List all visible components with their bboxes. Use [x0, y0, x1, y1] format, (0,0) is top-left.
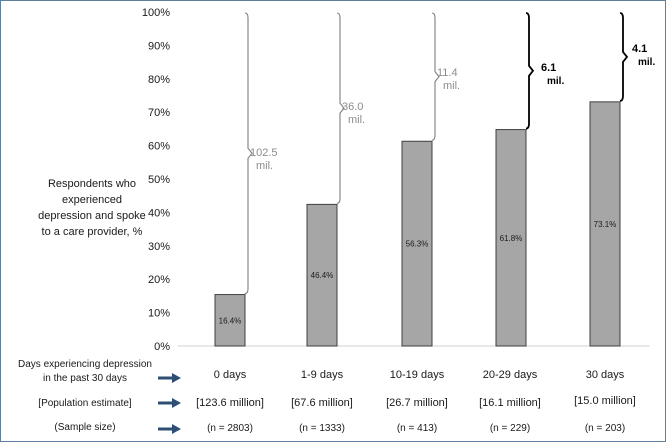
category-label: 10-19 days — [389, 369, 445, 381]
gap-bracket — [244, 12, 253, 295]
bar-value-label: 73.1% — [594, 220, 617, 229]
y-axis-label-line: experienced — [62, 194, 122, 206]
sample-size: (n = 2803) — [207, 423, 253, 434]
bar — [589, 101, 621, 347]
sample-row-label: (Sample size) — [54, 422, 116, 433]
bar — [306, 203, 338, 347]
bar-value-label: 61.8% — [500, 234, 523, 243]
sample-size: (n = 203) — [584, 423, 626, 434]
population-estimate: [123.6 million] — [196, 397, 264, 409]
bar-value-label: 16.4% — [219, 316, 242, 325]
category-label: 1-9 days — [300, 369, 344, 381]
gap-value-label: 6.1 — [541, 62, 556, 74]
y-tick-label: 90% — [148, 40, 170, 52]
gap-value-label: 4.1 — [632, 43, 647, 55]
y-tick-label: 100% — [142, 7, 170, 19]
population-estimate: [15.0 million] — [574, 395, 636, 407]
category-label: 0 days — [213, 369, 247, 381]
x-axis-label-line: Days experiencing depression — [18, 359, 152, 370]
x-axis-label-line: in the past 30 days — [43, 373, 127, 384]
population-estimate: [26.7 million] — [386, 397, 448, 409]
gap-bracket — [336, 12, 345, 204]
gap-value-label: 102.5 — [250, 147, 278, 159]
gap-unit-label: mil. — [443, 80, 460, 92]
row-arrow-head — [172, 373, 181, 383]
gap-unit-label: mil. — [638, 57, 655, 68]
row-arrow-head — [172, 424, 181, 434]
y-tick-label: 60% — [148, 141, 170, 153]
category-label: 20-29 days — [482, 369, 538, 381]
category-label: 30 days — [585, 369, 625, 381]
gap-value-label: 36.0 — [342, 101, 363, 113]
gap-unit-label: mil. — [348, 114, 365, 126]
population-estimate: [67.6 million] — [291, 397, 353, 409]
y-axis-label-line: depression and spoke — [38, 210, 146, 222]
gap-bracket — [431, 12, 440, 141]
bar — [214, 294, 246, 347]
y-tick-label: 0% — [154, 341, 170, 353]
bar-value-label: 56.3% — [406, 240, 429, 249]
bar — [401, 140, 433, 347]
sample-size: (n = 413) — [396, 423, 438, 434]
sample-size: (n = 229) — [489, 423, 531, 434]
gap-value-label: 11.4 — [437, 67, 458, 79]
population-estimate: [16.1 million] — [479, 397, 541, 409]
y-tick-label: 30% — [148, 241, 170, 253]
x-axis-label: Days experiencing depression in the past… — [10, 358, 160, 386]
population-row-label: [Population estimate] — [38, 398, 132, 409]
y-tick-label: 70% — [148, 107, 170, 119]
y-tick-label: 50% — [148, 174, 170, 186]
sample-size: (n = 1333) — [299, 423, 345, 434]
row-arrow-head — [172, 398, 181, 408]
gap-unit-label: mil. — [547, 76, 564, 87]
y-tick-label: 80% — [148, 74, 170, 86]
y-axis-label-line: to a care provider, % — [41, 226, 143, 238]
gap-bracket — [619, 12, 629, 102]
bar-value-label: 46.4% — [311, 271, 334, 280]
y-tick-label: 10% — [148, 308, 170, 320]
gap-unit-label: mil. — [256, 160, 273, 172]
y-axis-label: Respondents who experienced depression a… — [22, 176, 162, 240]
y-tick-label: 40% — [148, 207, 170, 219]
y-axis-label-line: Respondents who — [47, 178, 137, 190]
gap-bracket — [525, 12, 535, 130]
y-tick-label: 20% — [148, 274, 170, 286]
bar — [495, 129, 527, 347]
